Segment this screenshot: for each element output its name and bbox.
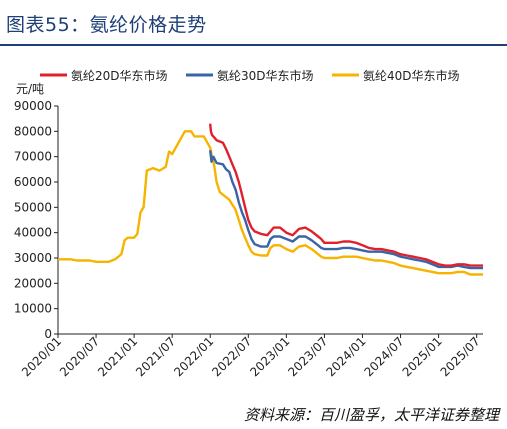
- y-tick-label: 80000: [14, 124, 52, 138]
- x-tick: 2022/01: [171, 334, 216, 379]
- x-tick-label: 2020/01: [19, 334, 64, 379]
- y-tick: 60000: [14, 175, 58, 189]
- y-tick-label: 30000: [14, 251, 52, 265]
- x-tick: 2024/07: [362, 334, 407, 379]
- x-axis: 2020/012020/072021/012021/072022/012022/…: [19, 333, 483, 379]
- x-tick: 2024/01: [323, 334, 369, 379]
- y-tick: 40000: [14, 226, 58, 240]
- legend-item: 氨纶40D华东市场: [332, 68, 460, 83]
- price-chart: 氨纶20D华东市场 氨纶30D华东市场 氨纶40D华东市场 元/吨 0 10000 20…: [14, 68, 483, 379]
- x-tick: 2022/07: [209, 334, 254, 379]
- x-tick: 2021/07: [133, 334, 178, 379]
- x-tick-label: 2022/07: [209, 334, 254, 379]
- y-axis-unit: 元/吨: [16, 82, 44, 96]
- x-tick: 2025/07: [438, 334, 483, 379]
- x-tick-label: 2022/01: [171, 334, 216, 379]
- title-divider: [0, 44, 507, 46]
- x-tick: 2023/07: [285, 334, 331, 379]
- y-tick-label: 60000: [14, 175, 52, 189]
- x-tick-label: 2023/07: [285, 334, 330, 379]
- y-tick-label: 50000: [14, 200, 52, 214]
- legend-label: 氨纶30D华东市场: [217, 68, 314, 83]
- y-tick-label: 70000: [14, 150, 52, 164]
- series-line-氨纶30D华东市场: [209, 150, 483, 270]
- y-tick: 20000: [14, 276, 58, 290]
- legend-item: 氨纶20D华东市场: [40, 68, 168, 83]
- y-tick: 80000: [14, 124, 58, 138]
- y-tick-label: 0: [44, 327, 52, 341]
- y-tick: 90000: [14, 99, 58, 113]
- y-axis: 0 10000 20000 30000 40000 50000 60000 70000 8000…: [14, 99, 59, 341]
- x-tick-label: 2021/07: [133, 334, 178, 379]
- series-line-氨纶40D华东市场: [58, 130, 483, 276]
- x-tick-label: 2023/01: [247, 334, 292, 379]
- y-tick: 50000: [14, 200, 58, 214]
- x-tick-label: 2020/07: [57, 334, 102, 379]
- x-tick-label: 2024/01: [323, 334, 368, 379]
- y-tick: 70000: [14, 150, 58, 164]
- series-line-氨纶20D华东市场: [209, 123, 483, 267]
- y-tick-label: 40000: [14, 226, 52, 240]
- y-tick-label: 10000: [14, 302, 52, 316]
- legend-label: 氨纶40D华东市场: [363, 68, 460, 83]
- chart-legend: 氨纶20D华东市场 氨纶30D华东市场 氨纶40D华东市场: [40, 68, 460, 83]
- legend-item: 氨纶30D华东市场: [186, 68, 314, 83]
- y-tick-label: 90000: [14, 99, 52, 113]
- x-tick-label: 2025/01: [400, 334, 445, 379]
- x-tick-label: 2021/01: [95, 334, 140, 379]
- y-tick: 0: [44, 327, 58, 341]
- y-tick: 10000: [14, 302, 58, 316]
- page-title: 图表55：氨纶价格走势: [6, 14, 207, 36]
- source-note: 资料来源：百川盈孚，太平洋证券整理: [243, 406, 499, 424]
- x-tick: 2023/01: [247, 334, 292, 379]
- x-tick-label: 2025/07: [438, 334, 483, 379]
- x-tick: 2020/07: [57, 334, 102, 379]
- y-tick-label: 20000: [14, 276, 52, 290]
- x-tick: 2021/01: [95, 334, 140, 379]
- x-tick: 2025/01: [400, 334, 445, 379]
- series-lines: [58, 123, 483, 276]
- x-tick: 2020/01: [19, 334, 64, 379]
- x-tick-label: 2024/07: [362, 334, 407, 379]
- legend-label: 氨纶20D华东市场: [71, 68, 168, 83]
- y-tick: 30000: [14, 251, 58, 265]
